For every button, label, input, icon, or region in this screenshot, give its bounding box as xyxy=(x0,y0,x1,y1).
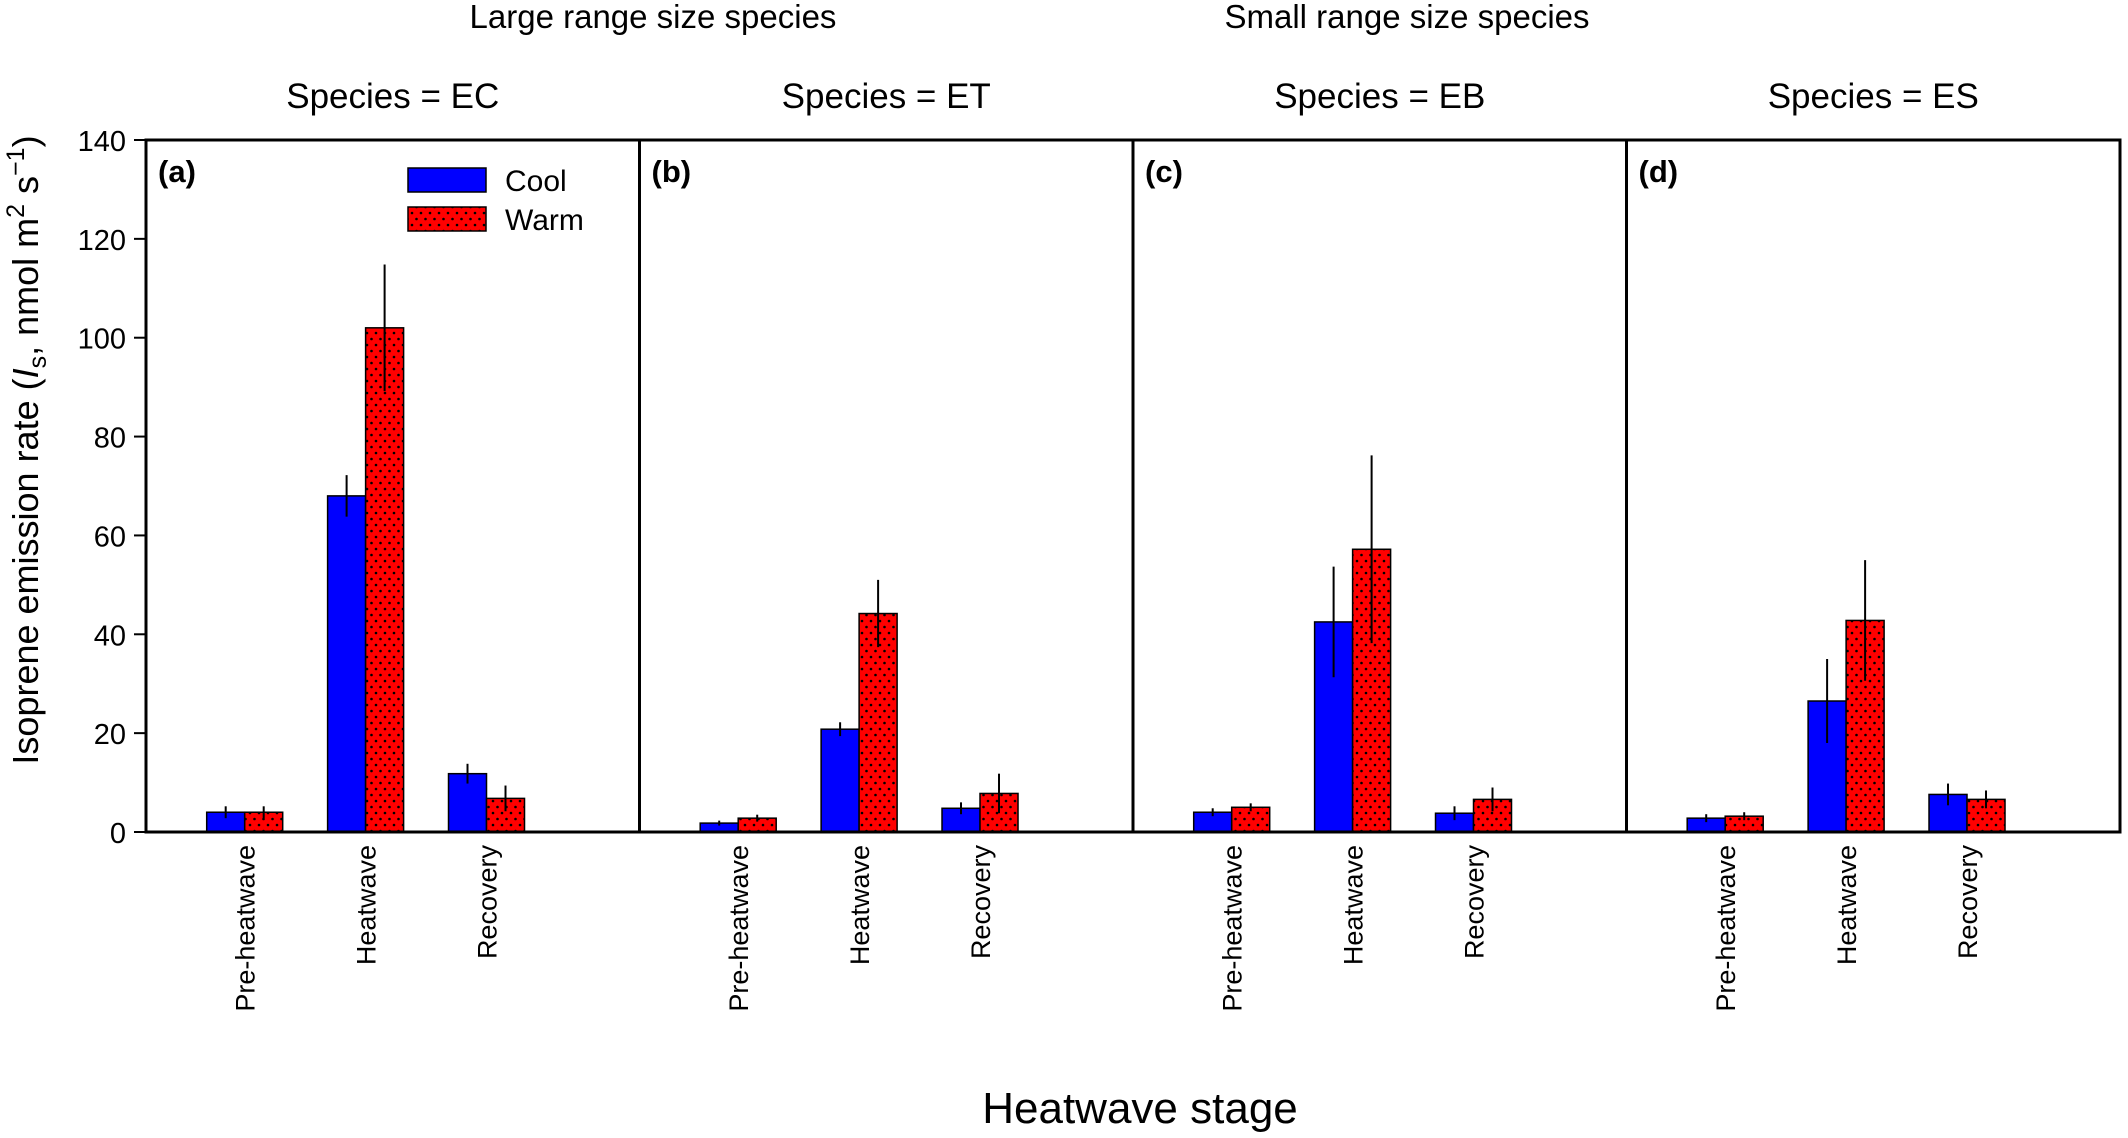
panel-d: Species = ES (d) Pre-heatwave Heatwave Recov… xyxy=(1639,77,2006,1012)
y-axis-label: Isoprene emission rate (Is, nmol m2 s−1) xyxy=(2,135,52,764)
x-tick-label: Pre-heatwave xyxy=(1711,845,1741,1012)
y-tick-label: 0 xyxy=(110,818,126,850)
x-tick-label: Pre-heatwave xyxy=(1218,845,1248,1012)
y-tick-label: 120 xyxy=(78,225,126,257)
x-tick-label: Heatwave xyxy=(1339,845,1369,965)
panel-label: (b) xyxy=(652,154,692,189)
panels-group: 0 20 40 60 80 100 120 140 Species = EC (a) Pre-hea… xyxy=(78,77,2122,1012)
panel-c: Species = EB (c) Pre-heatwave Heatwave Recov… xyxy=(1145,77,1513,1012)
legend-label-cool: Cool xyxy=(505,165,567,198)
x-tick-label: Heatwave xyxy=(1832,845,1862,965)
x-tick-label: Pre-heatwave xyxy=(231,845,261,1012)
panel-title: Species = EC xyxy=(286,77,499,116)
y-tick-label: 40 xyxy=(94,620,126,652)
y-tick-label: 100 xyxy=(78,324,126,356)
x-tick-label: Recovery xyxy=(1460,845,1490,960)
x-tick-label: Heatwave xyxy=(352,845,382,965)
bar-warm xyxy=(364,327,405,833)
x-tick-label: Recovery xyxy=(966,845,996,960)
legend-swatch-warm xyxy=(407,206,487,232)
legend-swatch-cool xyxy=(407,167,487,193)
x-axis-label: Heatwave stage xyxy=(982,1084,1298,1133)
group-title-large: Large range size species xyxy=(470,0,837,35)
bar-cool xyxy=(326,495,367,833)
y-tick-label: 20 xyxy=(94,719,126,751)
y-tick-label: 80 xyxy=(94,423,126,455)
group-title-small: Small range size species xyxy=(1225,0,1590,35)
y-tick-label: 140 xyxy=(78,126,126,158)
y-tick-label: 60 xyxy=(94,521,126,553)
bar-cool xyxy=(820,728,860,833)
x-tick-label: Recovery xyxy=(473,845,503,960)
x-tick-label: Recovery xyxy=(1953,845,1983,960)
panel-title: Species = EB xyxy=(1274,77,1485,116)
panel-title: Species = ET xyxy=(782,77,991,116)
panel-label: (c) xyxy=(1145,154,1183,189)
panel-b: Species = ET (b) Pre-heatwave Heatwave Recov… xyxy=(652,77,1019,1012)
panel-label: (d) xyxy=(1639,154,1679,189)
x-tick-label: Heatwave xyxy=(845,845,875,965)
panel-a: Species = EC (a) Pre-heatwave Heatwave Recov… xyxy=(158,77,526,1012)
legend-label-warm: Warm xyxy=(505,204,584,237)
legend: Cool Warm xyxy=(407,165,584,237)
panel-label: (a) xyxy=(158,154,196,189)
x-tick-label: Pre-heatwave xyxy=(724,845,754,1012)
panel-title: Species = ES xyxy=(1768,77,1979,116)
